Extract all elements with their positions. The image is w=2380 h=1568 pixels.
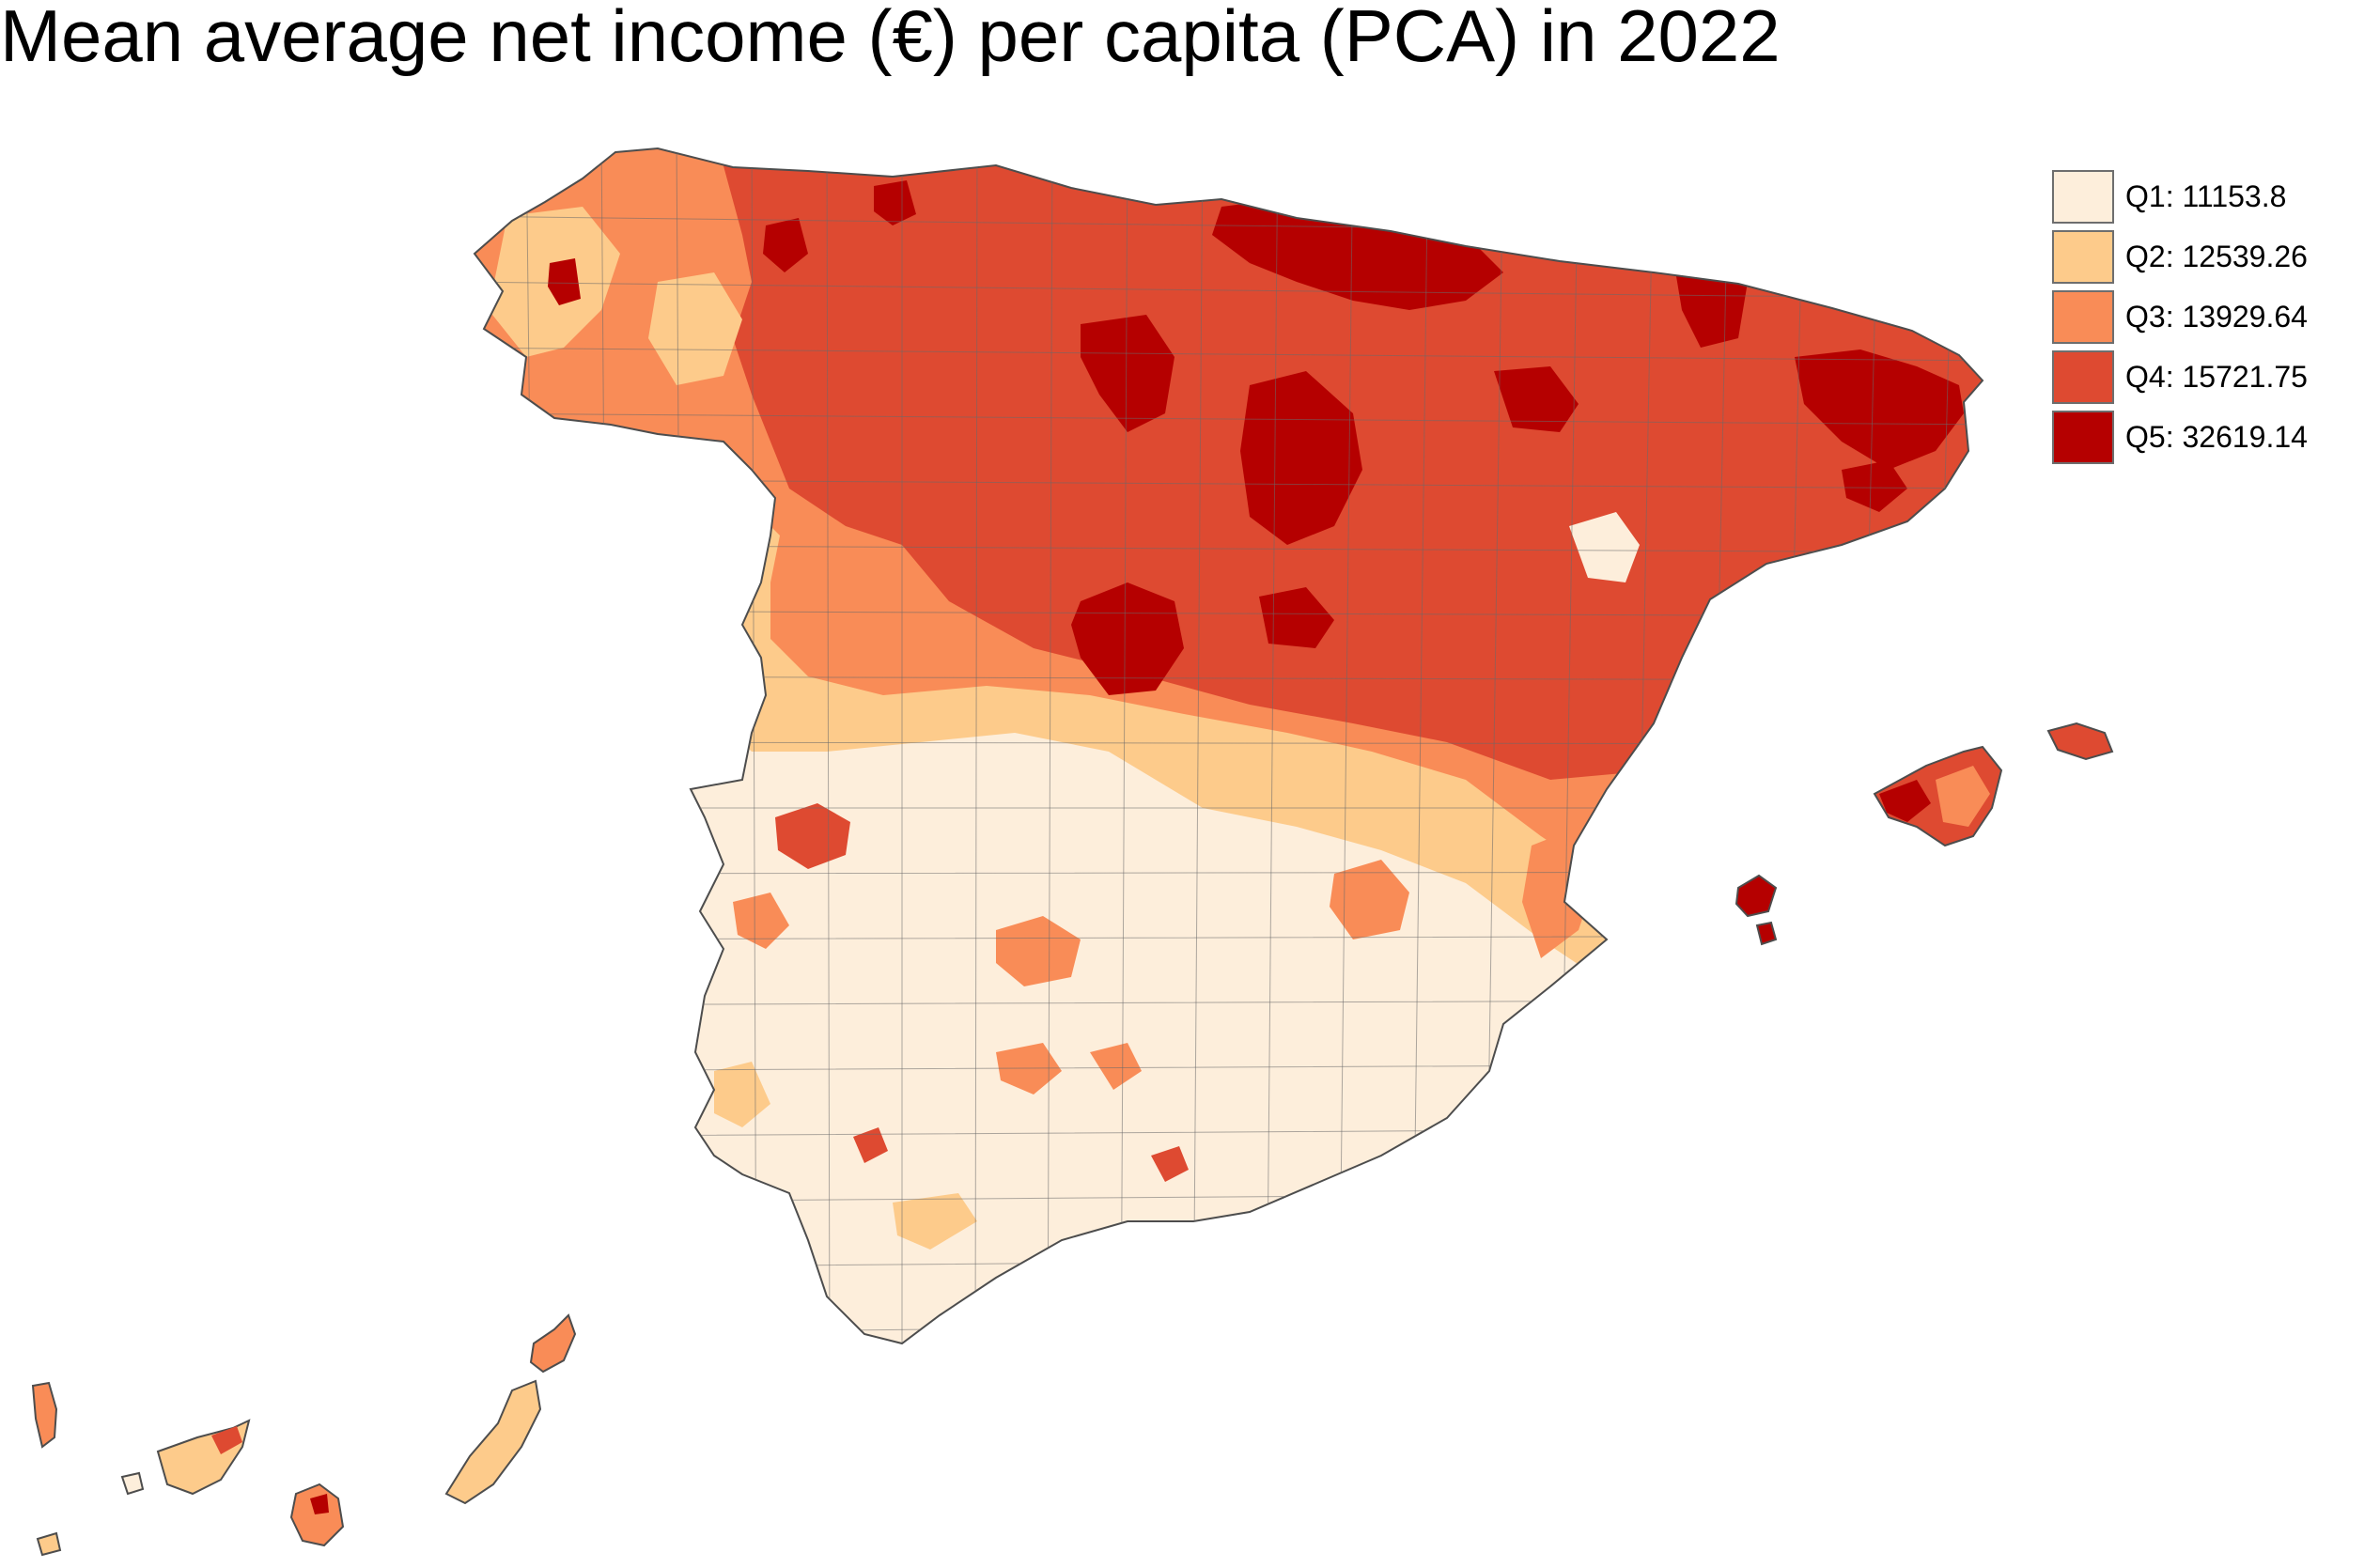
map-legend: Q1: 11153.8 Q2: 12539.26 Q3: 13929.64 Q4… (2052, 170, 2376, 471)
map-zone-q5-rioja (1494, 366, 1579, 432)
legend-label-q1: Q1: 11153.8 (2125, 179, 2287, 213)
map-zone-q5-cantabria (763, 218, 808, 272)
map-zone-q4-granada (1151, 1146, 1189, 1182)
map-island-el-hierro (36, 1531, 62, 1557)
map-zone-q5-catalonia (1795, 349, 1964, 470)
map-zone-q5-guadalajara (1259, 587, 1334, 648)
map-zone-q5-soria (1240, 371, 1362, 545)
legend-swatch-q2 (2052, 230, 2114, 284)
legend-swatch-q5 (2052, 411, 2114, 464)
legend-label-q5: Q5: 32619.14 (2125, 420, 2308, 454)
legend-item-q1: Q1: 11153.8 (2052, 170, 2376, 224)
map-zone-q4-caceres (775, 803, 850, 869)
map-zone-q5-madrid (1071, 582, 1184, 695)
map-zone-q3-badajoz (733, 893, 789, 949)
legend-label-q2: Q2: 12539.26 (2125, 240, 2308, 273)
map-zone-q4-sevilla (853, 1127, 888, 1163)
map-zone-q2-huelva (714, 1062, 770, 1127)
map-canary-islands (31, 1313, 577, 1557)
legend-label-q3: Q3: 13929.64 (2125, 300, 2308, 334)
map-island-fuerteventura (444, 1379, 542, 1505)
map-zone-q5-gran-canaria (310, 1494, 329, 1514)
legend-swatch-q1 (2052, 170, 2114, 224)
legend-item-q4: Q4: 15721.75 (2052, 350, 2376, 404)
map-zone-q5-asturias (874, 180, 916, 225)
map-zone-q3-albacete (1330, 860, 1409, 939)
legend-item-q2: Q2: 12539.26 (2052, 230, 2376, 284)
map-zone-q2-leon (648, 272, 742, 385)
map-zone-q3-mallorca (1936, 766, 1990, 827)
map-title: Mean average net income (€) per capita (… (0, 0, 1781, 77)
map-zone-q5-barcelona (1842, 460, 1907, 512)
map-island-la-gomera (120, 1471, 145, 1496)
map-zone-q5-galicia (548, 258, 581, 305)
legend-item-q5: Q5: 32619.14 (2052, 411, 2376, 464)
map-island-formentera (1755, 921, 1778, 946)
map-zone-q5-mallorca (1879, 780, 1931, 822)
map-zone-q3-jaen (1090, 1043, 1142, 1090)
legend-swatch-q3 (2052, 290, 2114, 344)
map-zone-q2-malaga (893, 1193, 977, 1250)
map-island-gran-canaria (289, 1483, 345, 1547)
map-zone-q5-burgos (1081, 315, 1174, 432)
map-peninsula (473, 147, 1984, 1345)
map-balearic-islands (1734, 722, 2114, 946)
legend-label-q4: Q4: 15721.75 (2125, 360, 2308, 394)
map-island-la-palma (31, 1381, 58, 1449)
legend-swatch-q4 (2052, 350, 2114, 404)
map-zone-q1-pocket (1569, 512, 1640, 582)
map-island-menorca (2046, 722, 2114, 761)
map-peninsula-outline (473, 147, 1984, 1345)
map-island-lanzarote (529, 1313, 577, 1374)
map-zone-q4-tenerife (211, 1426, 242, 1454)
legend-item-q3: Q3: 13929.64 (2052, 290, 2376, 344)
map-zone-q3-ciudad-real (996, 916, 1081, 986)
map-island-ibiza (1734, 874, 1778, 918)
